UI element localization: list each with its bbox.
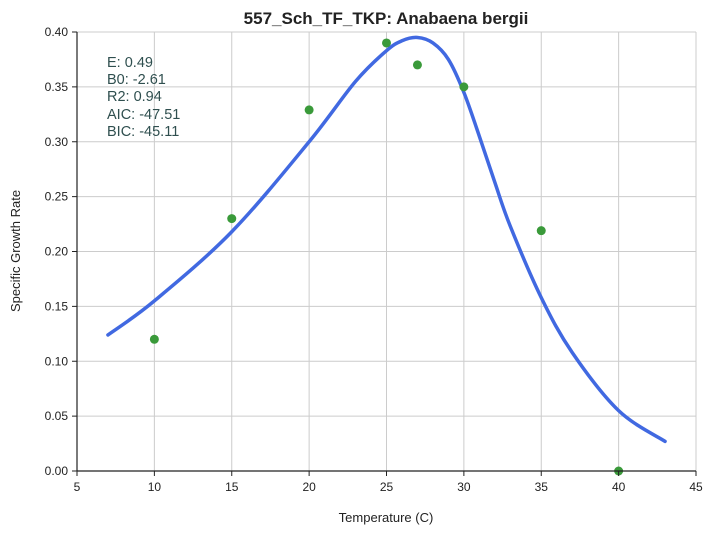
- stat-aic: AIC: -47.51: [107, 107, 180, 123]
- x-tick-label: 20: [302, 480, 316, 494]
- gridlines: [77, 31, 697, 471]
- y-tick-label: 0.40: [45, 25, 69, 39]
- y-tick-label: 0.15: [45, 299, 69, 313]
- fit-curve-line: [106, 35, 667, 444]
- y-tick-label: 0.25: [45, 190, 69, 204]
- data-point: [412, 60, 422, 70]
- y-tick-label: 0.20: [45, 245, 69, 259]
- x-tick-label: 25: [380, 480, 394, 494]
- y-tick-label: 0.35: [45, 80, 69, 94]
- stat-b0: B0: -2.61: [107, 72, 166, 88]
- x-tick-label: 45: [689, 480, 703, 494]
- x-axis-label: Temperature (C): [339, 510, 434, 525]
- axes: [72, 31, 697, 476]
- y-tick-label: 0.10: [45, 354, 69, 368]
- data-point: [149, 334, 159, 344]
- data-point: [536, 226, 546, 236]
- stat-bic: BIC: -45.11: [107, 124, 179, 140]
- stat-r2: R2: 0.94: [107, 89, 162, 105]
- data-point: [227, 214, 237, 224]
- x-tick-label: 15: [225, 480, 239, 494]
- y-tick-label: 0.30: [45, 135, 69, 149]
- x-tick-label: 35: [535, 480, 549, 494]
- chart-title: 557_Sch_TF_TKP: Anabaena bergii: [244, 9, 529, 28]
- y-tick-label: 0.05: [45, 409, 69, 423]
- y-tick-label: 0.00: [45, 464, 69, 478]
- tick-labels: 5 10 15 20 25 30 35 40 45 0.00 0.05 0.10 0.15 0.20 0.2…: [45, 25, 703, 494]
- x-tick-label: 5: [74, 480, 81, 494]
- x-tick-label: 40: [612, 480, 626, 494]
- data-point: [459, 82, 469, 92]
- data-point: [304, 105, 314, 115]
- data-point: [382, 38, 391, 48]
- stat-e: E: 0.49: [107, 55, 153, 71]
- y-axis-label: Specific Growth Rate: [8, 190, 23, 312]
- x-tick-label: 10: [148, 480, 162, 494]
- fit-curve-layer: [106, 35, 667, 444]
- x-tick-label: 30: [457, 480, 471, 494]
- stats-annotation: E: 0.49 B0: -2.61 R2: 0.94 AIC: -47.51 B…: [107, 55, 180, 140]
